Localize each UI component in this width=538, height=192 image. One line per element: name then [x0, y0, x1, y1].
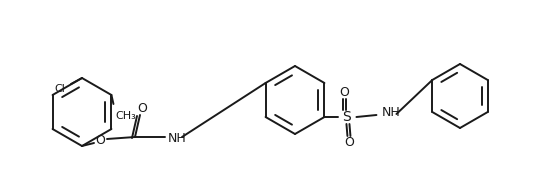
Text: CH₃: CH₃ — [116, 111, 136, 121]
Text: O: O — [344, 136, 355, 148]
Text: NH: NH — [381, 107, 400, 119]
Text: Cl: Cl — [54, 84, 65, 94]
Text: O: O — [339, 85, 349, 98]
Text: O: O — [137, 103, 147, 116]
Text: O: O — [95, 135, 105, 147]
Text: S: S — [342, 110, 351, 124]
Text: NH: NH — [168, 132, 187, 145]
